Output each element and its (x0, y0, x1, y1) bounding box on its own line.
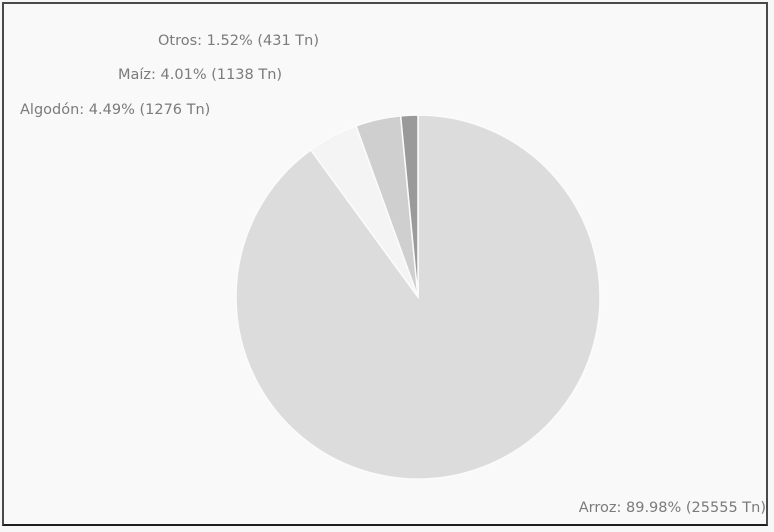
pie-slice-otros (399, 114, 419, 298)
slice-label-algodon: Algodón: 4.49% (1276 Tn) (20, 102, 210, 118)
slice-label-arroz: Arroz: 89.98% (25555 Tn) (579, 500, 766, 516)
slice-label-otros: Otros: 1.52% (431 Tn) (158, 33, 319, 49)
pie-slices (235, 114, 601, 480)
slice-label-maiz: Maíz: 4.01% (1138 Tn) (118, 67, 282, 83)
